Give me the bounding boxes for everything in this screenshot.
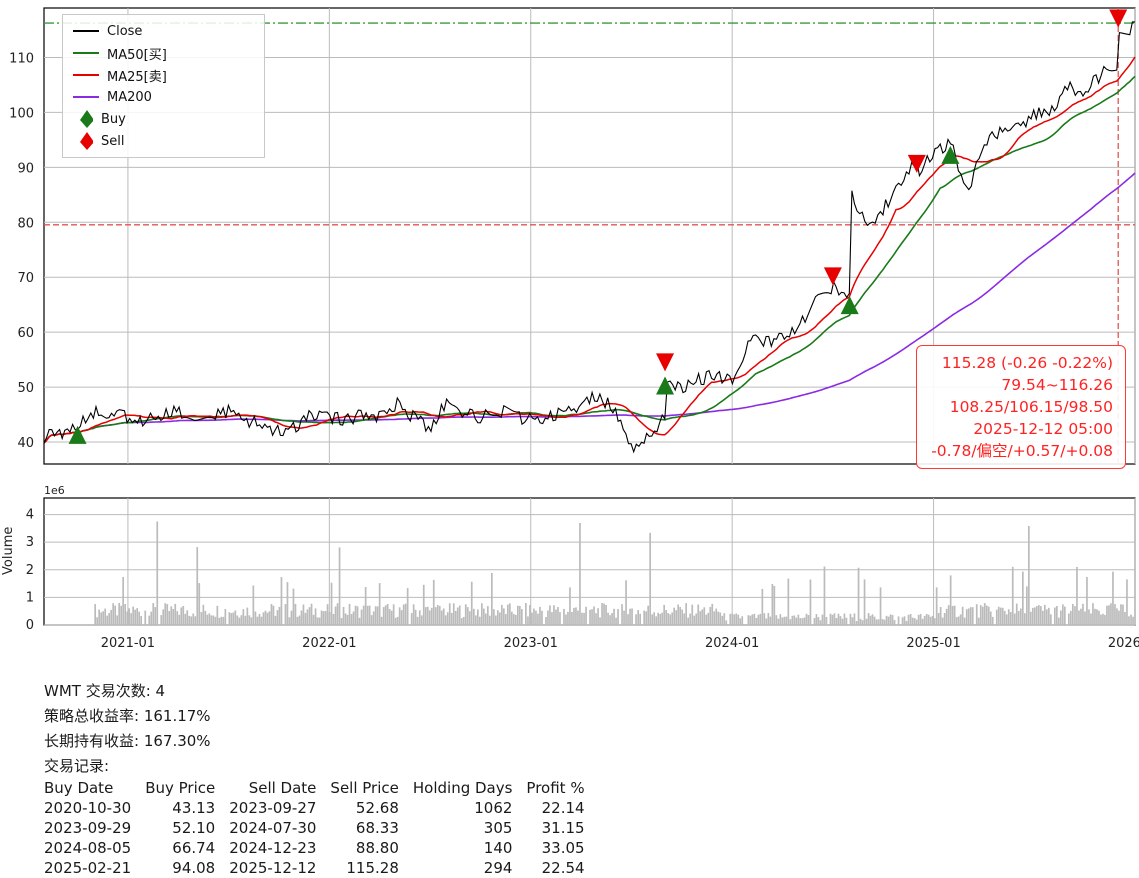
svg-text:2023-01: 2023-01	[504, 636, 558, 651]
legend-item-ma25: MA25[卖]	[73, 64, 254, 86]
sell-triangle-icon	[79, 131, 93, 151]
summary-line-buyhold-return: 长期持有收益: 167.30%	[0, 728, 1139, 753]
svg-text:110: 110	[9, 51, 34, 66]
svg-text:1: 1	[26, 590, 34, 605]
svg-text:40: 40	[17, 436, 34, 451]
price-info-box: 115.28 (-0.26 -0.22%) 79.54~116.26 108.2…	[916, 345, 1126, 469]
legend-item-buy: Buy	[73, 108, 254, 130]
svg-text:2022-01: 2022-01	[302, 636, 356, 651]
svg-text:4: 4	[26, 508, 34, 523]
summary-line-strategy-return: 策略总收益率: 161.17%	[0, 703, 1139, 728]
table-row: 2020-10-30 43.13 2023-09-27 52.68 1062 22.14	[44, 798, 599, 818]
table-row: 2025-02-21 94.08 2025-12-12 115.28 294 22.54	[44, 858, 599, 878]
summary-panel: WMT 交易次数: 4 策略总收益率: 161.17% 长期持有收益: 167.…	[0, 678, 1139, 855]
volume-chart-panel: 1e6 0 1 2 3 4 Volume 2021-01 2022-01 2023-01 20…	[0, 480, 1139, 655]
summary-line-trades: WMT 交易次数: 4	[0, 678, 1139, 703]
trade-records-table: Buy Date Buy Price Sell Date Sell Price Hold…	[44, 778, 599, 878]
legend-item-close: Close	[73, 20, 254, 42]
price-chart-panel: 40 50 60 70 80 90 100 110 Close MA50[买] MA25[卖]…	[0, 0, 1139, 480]
volume-axis-title: Volume	[1, 527, 16, 575]
buy-triangle-icon	[79, 109, 93, 129]
svg-text:70: 70	[17, 271, 34, 286]
summary-line-records-title: 交易记录:	[0, 753, 1139, 778]
svg-text:2021-01: 2021-01	[101, 636, 155, 651]
svg-text:100: 100	[9, 106, 34, 121]
svg-text:50: 50	[17, 381, 34, 396]
svg-text:90: 90	[17, 161, 34, 176]
volume-chart-svg: 1e6 0 1 2 3 4 Volume 2021-01 2022-01 2023-01 20…	[0, 480, 1139, 655]
trade-table-header-row: Buy Date Buy Price Sell Date Sell Price Hold…	[44, 778, 599, 798]
svg-text:2025-01: 2025-01	[906, 636, 960, 651]
table-row: 2023-09-29 52.10 2024-07-30 68.33 305 31.15	[44, 818, 599, 838]
svg-text:2026-01: 2026-01	[1108, 636, 1139, 651]
chart-legend: Close MA50[买] MA25[卖] MA200 Buy Sel	[62, 14, 265, 158]
table-row: 2024-08-05 66.74 2024-12-23 88.80 140 33.05	[44, 838, 599, 858]
svg-text:60: 60	[17, 326, 34, 341]
volume-scale-label: 1e6	[44, 484, 65, 497]
svg-text:3: 3	[26, 535, 34, 550]
legend-item-ma50: MA50[买]	[73, 42, 254, 64]
svg-text:0: 0	[26, 618, 34, 633]
legend-item-sell: Sell	[73, 130, 254, 152]
legend-item-ma200: MA200	[73, 86, 254, 108]
svg-text:80: 80	[17, 216, 34, 231]
svg-text:2: 2	[26, 563, 34, 578]
svg-text:2024-01: 2024-01	[705, 636, 759, 651]
